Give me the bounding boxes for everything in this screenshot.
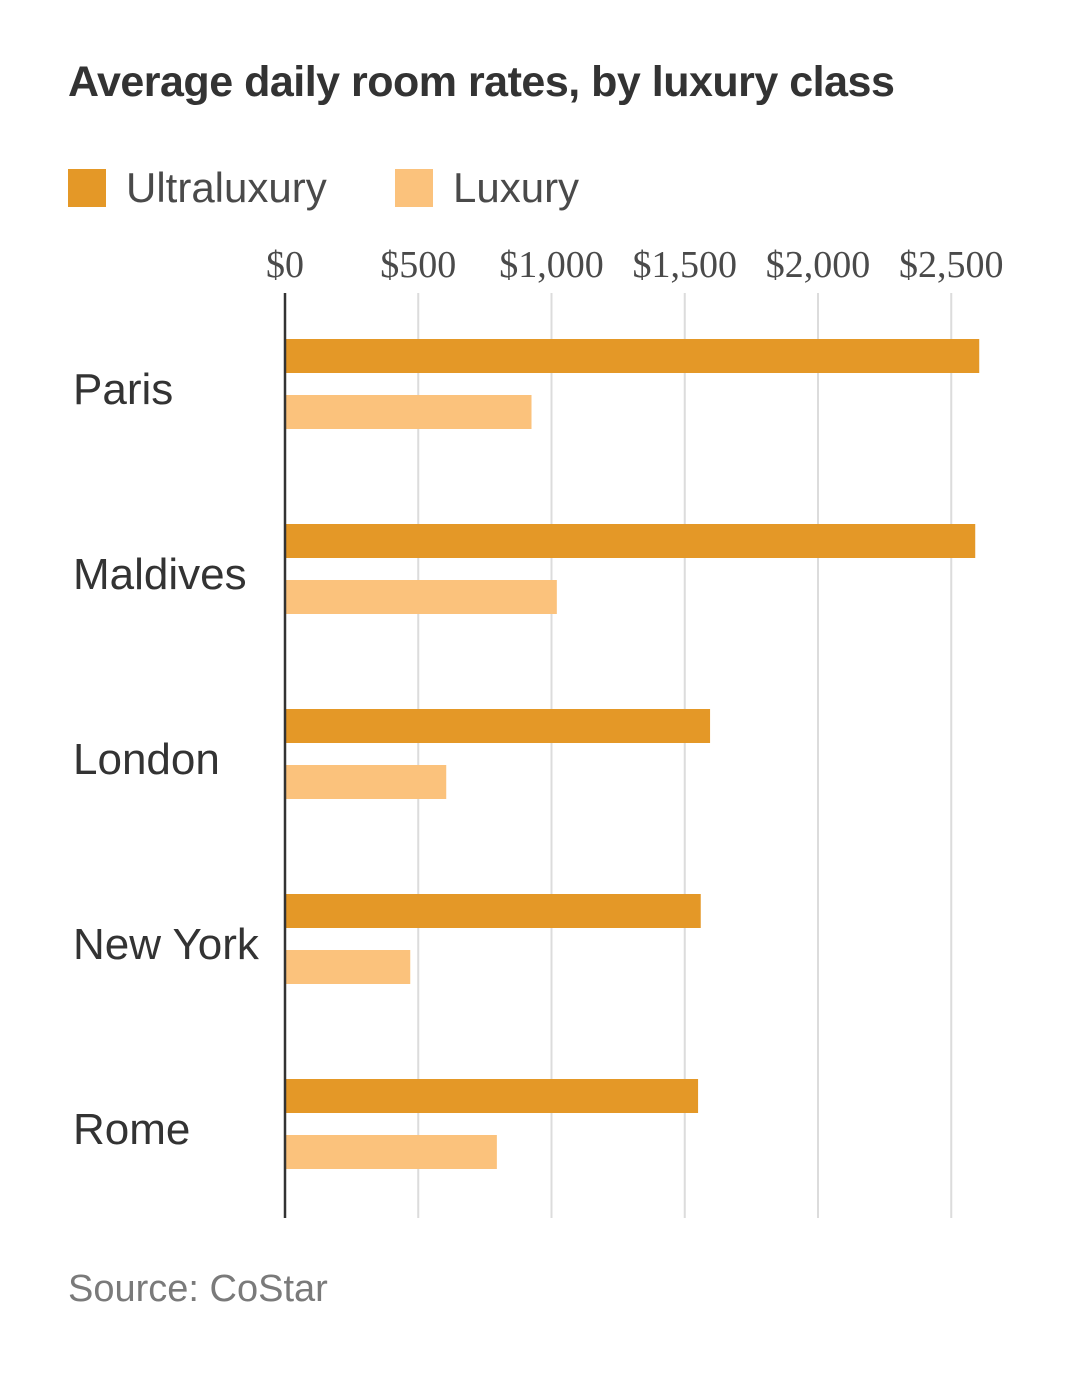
bar-luxury-rome xyxy=(285,1135,497,1169)
bars xyxy=(285,339,980,1169)
legend-label-ultraluxury: Ultraluxury xyxy=(126,164,327,211)
legend-swatch-ultraluxury xyxy=(68,169,106,207)
x-tick-label: $2,000 xyxy=(766,244,871,286)
bar-luxury-paris xyxy=(285,395,532,429)
x-tick-label: $1,000 xyxy=(499,244,604,286)
legend-item-luxury: Luxury xyxy=(395,164,580,211)
legend-item-ultraluxury: Ultraluxury xyxy=(68,164,327,211)
source-note: Source: CoStar xyxy=(68,1268,328,1310)
x-tick-label: $0 xyxy=(266,244,304,286)
category-label: Paris xyxy=(73,365,173,414)
gridlines xyxy=(417,293,953,1218)
legend-swatch-luxury xyxy=(395,169,433,207)
bar-ultraluxury-london xyxy=(285,709,711,743)
x-tick-label: $2,500 xyxy=(899,244,1004,286)
bar-ultraluxury-new-york xyxy=(285,894,701,928)
category-label: London xyxy=(73,735,220,784)
bar-luxury-london xyxy=(285,765,447,799)
bar-ultraluxury-maldives xyxy=(285,524,976,558)
category-labels: Paris Maldives London New York Rome xyxy=(73,365,260,1154)
legend-label-luxury: Luxury xyxy=(453,164,580,211)
x-axis-ticks: $0 $500 $1,000 $1,500 $2,000 $2,500 xyxy=(266,244,1004,286)
bar-luxury-new-york xyxy=(285,950,411,984)
bar-luxury-maldives xyxy=(285,580,557,614)
chart-title: Average daily room rates, by luxury clas… xyxy=(68,58,895,106)
bar-ultraluxury-paris xyxy=(285,339,980,373)
category-label: Maldives xyxy=(73,550,247,599)
x-tick-label: $500 xyxy=(380,244,456,286)
bar-chart: $0 $500 $1,000 $1,500 $2,000 $2,500 Paris Mald… xyxy=(73,244,1004,1218)
category-label: Rome xyxy=(73,1105,190,1154)
category-label: New York xyxy=(73,920,260,969)
x-tick-label: $1,500 xyxy=(633,244,738,286)
bar-ultraluxury-rome xyxy=(285,1079,699,1113)
